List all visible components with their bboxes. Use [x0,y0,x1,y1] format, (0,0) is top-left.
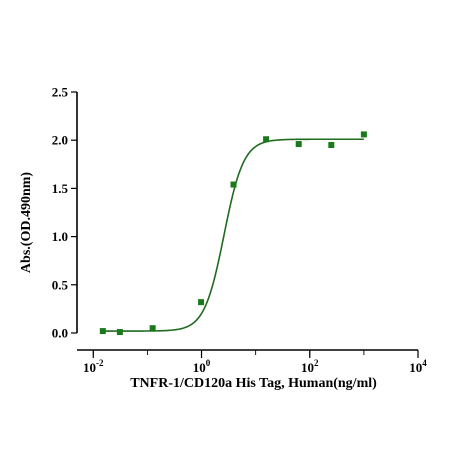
x-tick-exponent: -2 [96,358,104,368]
x-tick-base: 10 [301,360,314,375]
x-axis-title: TNFR-1/CD120a His Tag, Human(ng/ml) [130,376,377,391]
x-axis: 10-2 100 102 104 [77,349,427,375]
data-point [230,181,237,188]
y-tick-label: 0.0 [52,326,68,341]
data-point [99,328,106,335]
x-tick-label: 10-2 [83,358,104,375]
data-point [263,136,270,143]
x-tick-base: 10 [409,360,422,375]
y-tick-label: 2.5 [52,85,69,100]
y-axis: 0.0 0.5 1.0 1.5 2.0 2.5 [52,85,78,341]
data-point [198,299,205,306]
x-tick-base: 10 [83,360,96,375]
y-tick-label: 2.0 [52,133,68,148]
data-point [295,141,302,148]
x-tick-label: 102 [301,358,319,375]
data-points [99,131,367,336]
data-point [360,131,367,138]
y-tick-label: 0.5 [52,277,69,292]
y-tick-label: 1.5 [52,181,69,196]
x-tick-label: 104 [409,358,427,375]
x-tick-exponent: 4 [422,358,427,368]
y-tick-label: 1.0 [52,229,68,244]
data-point [149,325,156,332]
x-tick-exponent: 0 [206,358,211,368]
y-axis-title: Abs.(OD.490nm) [19,172,34,273]
data-point [328,142,335,149]
x-tick-base: 10 [193,360,206,375]
x-tick-label: 100 [193,358,211,375]
x-tick-exponent: 2 [314,358,319,368]
data-point [116,329,123,336]
fit-curve [102,138,364,332]
